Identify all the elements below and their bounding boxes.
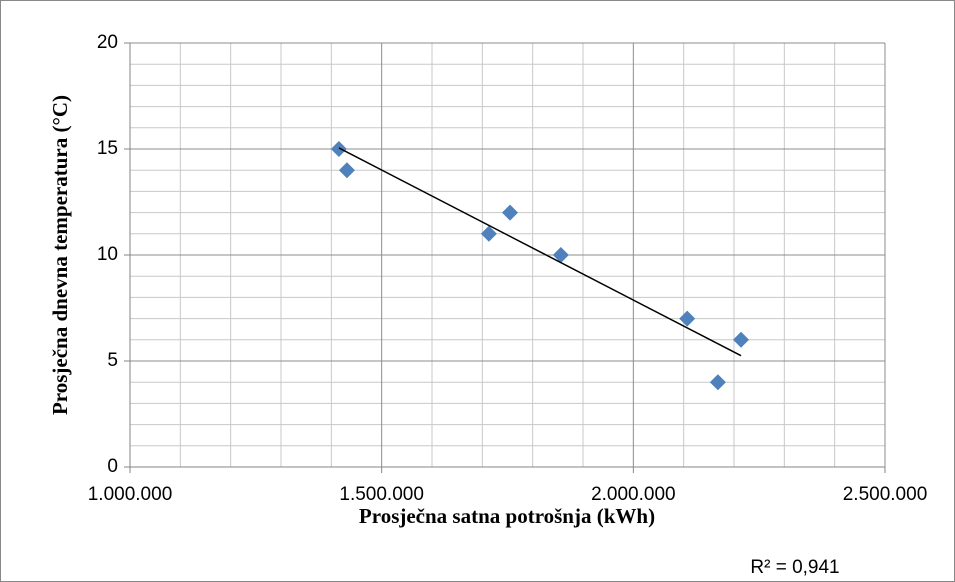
point xyxy=(502,204,519,221)
x-tick-label: 2.500.000 xyxy=(843,484,928,505)
y-tick-label: 20 xyxy=(97,32,118,53)
y-tick-label: 15 xyxy=(97,138,118,159)
y-tick-label: 0 xyxy=(107,456,118,477)
point xyxy=(480,225,497,242)
x-tick-label: 2.000.000 xyxy=(591,484,676,505)
y-axis-title: Prosječna dnevna temperatura (°C) xyxy=(48,95,72,415)
point xyxy=(733,331,750,348)
point xyxy=(338,162,355,179)
point xyxy=(330,141,347,157)
x-tick-label: 1.000.000 xyxy=(88,484,173,505)
trendline-annotation: R² = 0,941 xyxy=(750,557,839,578)
trendline xyxy=(338,147,742,357)
x-axis-title: Prosječna satna potrošnja (kWh) xyxy=(359,504,655,528)
point xyxy=(552,247,569,263)
point xyxy=(679,310,696,327)
y-tick-label: 5 xyxy=(107,350,118,371)
x-tick-label: 1.500.000 xyxy=(339,484,424,505)
point xyxy=(709,374,726,391)
y-tick-label: 10 xyxy=(97,244,118,265)
